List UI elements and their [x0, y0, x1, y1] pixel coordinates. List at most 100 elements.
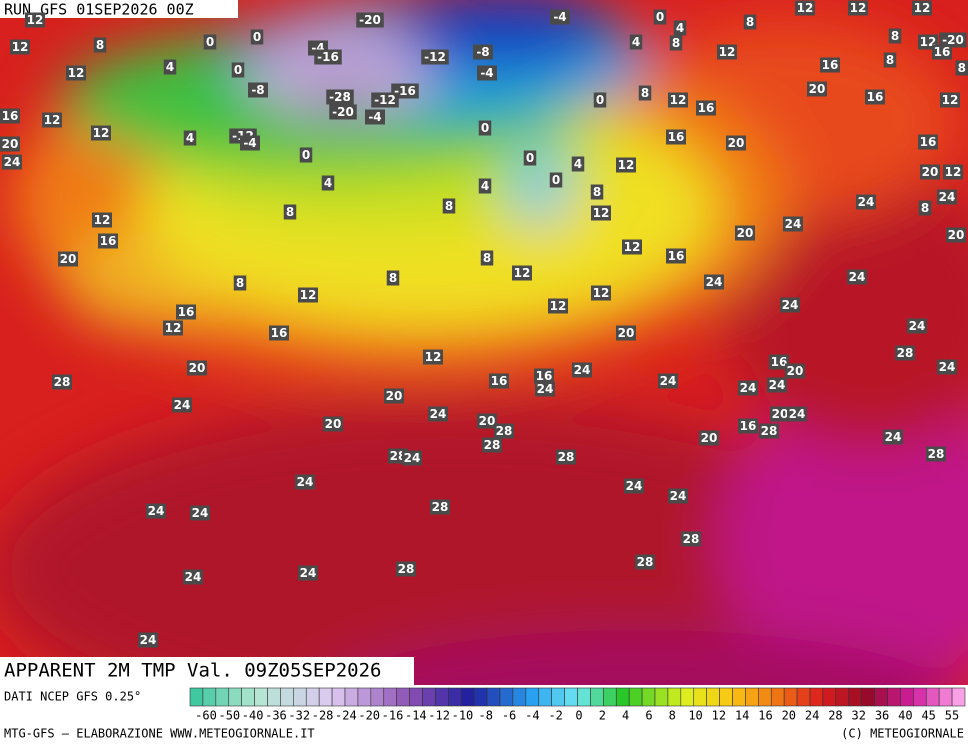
colorbar-box: [667, 687, 682, 707]
temperature-label: 20: [772, 407, 789, 421]
colorbar-box: [305, 687, 320, 707]
temperature-label: 20: [618, 326, 635, 340]
source: DATI NCEP GFS 0.25°: [4, 690, 141, 704]
temperature-label: 12: [942, 93, 959, 107]
temperature-label: 8: [96, 38, 104, 52]
colorbar-tick-label: -24: [335, 709, 357, 723]
map-title: APPARENT 2M TMP Val. 09Z05SEP2026: [4, 660, 382, 682]
colorbar-tick-label: 10: [688, 709, 702, 723]
temperature-label: 12: [550, 299, 567, 313]
temperature-label: 24: [537, 382, 554, 396]
colorbar-box: [615, 687, 630, 707]
temperature-label: 12: [93, 126, 110, 140]
label-box: [629, 34, 643, 50]
label-box: [365, 109, 385, 125]
label-box: [635, 554, 655, 570]
temperature-label: 12: [914, 1, 931, 15]
label-box: [430, 499, 450, 515]
temperature-label: -4: [368, 110, 381, 124]
label-box: [907, 318, 927, 334]
colorbar-box: [745, 687, 759, 707]
colorbar-box: [202, 687, 217, 707]
colorbar-box: [577, 687, 591, 707]
temperature-label: 20: [325, 417, 342, 431]
colorbar-tick-label: -8: [479, 709, 493, 723]
temperature-label: 24: [574, 363, 591, 377]
colorbar-box: [770, 687, 785, 707]
label-box: [535, 381, 555, 397]
label-box: [0, 136, 20, 152]
colorbar-box: [848, 687, 862, 707]
temperature-label: 16: [491, 374, 508, 388]
colorbar-box: [318, 687, 333, 707]
colorbar-box: [603, 687, 617, 707]
temperature-label: 8: [641, 86, 649, 100]
label-box: [888, 28, 902, 44]
temperature-label: 12: [94, 213, 111, 227]
colorbar-box: [280, 687, 294, 707]
label-box: [66, 65, 86, 81]
colorbar-tick-label: 12: [712, 709, 726, 723]
temperature-label: 20: [2, 137, 19, 151]
colorbar-box: [486, 687, 501, 707]
temperature-label: -8: [251, 83, 264, 97]
temperature-label: 28: [398, 562, 415, 576]
temperature-label: 16: [934, 45, 951, 59]
label-box: [770, 406, 790, 422]
temperature-label: 24: [174, 398, 191, 412]
label-box: [726, 135, 746, 151]
label-box: [783, 216, 803, 232]
temperature-label: 4: [481, 179, 489, 193]
temperature-label: 4: [324, 176, 332, 190]
temperature-label: 20: [386, 389, 403, 403]
label-box: [321, 175, 335, 191]
temperature-label: 8: [483, 251, 491, 265]
credit: MTG-GFS — ELABORAZIONE WWW.METEOGIORNALE…: [4, 727, 315, 741]
colorbar-box: [590, 687, 604, 707]
label-box: [943, 164, 963, 180]
temperature-label: 24: [140, 633, 157, 647]
label-box: [25, 12, 45, 28]
colorbar-box: [409, 687, 423, 707]
label-box: [183, 569, 203, 585]
colorbar-tick-label: 55: [945, 709, 959, 723]
temperature-label: -8: [476, 45, 489, 59]
temperature-label: 24: [148, 504, 165, 518]
label-box: [616, 325, 636, 341]
temperature-label: 4: [574, 157, 582, 171]
label-box: [396, 561, 416, 577]
label-box: [668, 92, 688, 108]
colorbar-tick-label: 4: [622, 709, 629, 723]
label-box: [653, 9, 667, 25]
label-box: [523, 150, 537, 166]
temperature-label: 24: [939, 190, 956, 204]
temperature-label: 24: [939, 360, 956, 374]
label-box: [314, 49, 342, 65]
colorbar-tick-label: -60: [195, 709, 217, 723]
label-box: [371, 92, 399, 108]
colorbar-box: [551, 687, 565, 707]
temperature-label: 28: [683, 532, 700, 546]
colorbar-box: [357, 687, 372, 707]
label-box: [402, 450, 422, 466]
label-box: [482, 437, 502, 453]
temperature-label: 16: [178, 305, 195, 319]
label-box: [548, 298, 568, 314]
temperature-label: 12: [27, 13, 44, 27]
colorbar-box: [783, 687, 798, 707]
colorbar-box: [822, 687, 837, 707]
temperature-label: 24: [4, 155, 21, 169]
label-box: [673, 20, 687, 36]
temperature-label: 8: [672, 36, 680, 50]
label-box: [2, 154, 22, 170]
label-box: [384, 388, 404, 404]
label-box: [93, 37, 107, 53]
temperature-label: 0: [253, 30, 261, 44]
colorbar-tick-label: 36: [875, 709, 889, 723]
colorbar-box: [796, 687, 811, 707]
temperature-label: 28: [558, 450, 575, 464]
label-box: [58, 251, 78, 267]
colorbar-box: [460, 687, 475, 707]
